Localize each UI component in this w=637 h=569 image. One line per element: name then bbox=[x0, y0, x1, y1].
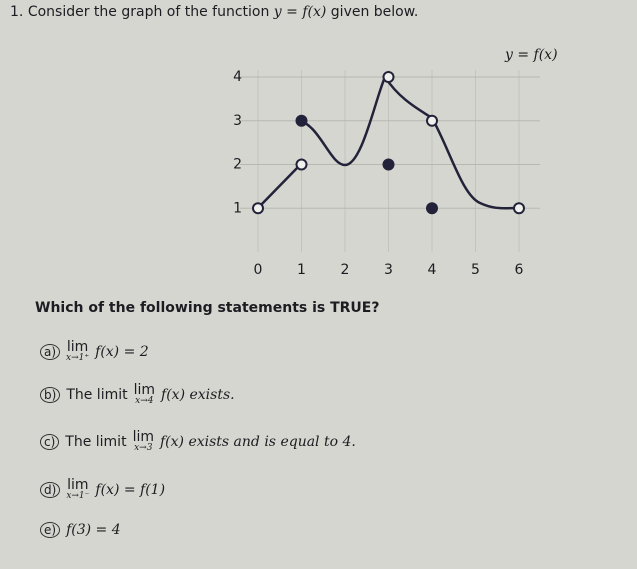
closed-point bbox=[426, 202, 438, 215]
lim-word: lim bbox=[133, 382, 156, 398]
curve-label: y = f(x) bbox=[504, 47, 558, 63]
open-point bbox=[426, 114, 438, 127]
lim-sub: x→4 bbox=[135, 396, 154, 406]
closed-point bbox=[295, 114, 308, 127]
option[interactable]: c) The limit lim x→3 f(x) exists and is equa… bbox=[40, 430, 356, 453]
prompt: Which of the following statements is TRU… bbox=[35, 300, 380, 316]
q-tail: given below. bbox=[330, 4, 419, 20]
lim-word: lim bbox=[66, 339, 89, 355]
curve-piece bbox=[297, 76, 387, 167]
limit: lim x→4 bbox=[134, 383, 155, 406]
option-expr: f(x) exists. bbox=[161, 386, 235, 403]
lim-sub: x→1⁺ bbox=[66, 353, 90, 363]
option-marker: e) bbox=[40, 522, 61, 538]
x-tick-label: 1 bbox=[297, 262, 306, 278]
option-expr: f(3) = 4 bbox=[66, 522, 121, 538]
lim-sub: x→1⁻ bbox=[66, 491, 90, 501]
curve-piece bbox=[383, 76, 433, 120]
open-point bbox=[382, 71, 395, 83]
y-tick-label: 3 bbox=[233, 113, 242, 129]
option-expr: f(x) = f(1) bbox=[95, 481, 166, 498]
y-tick-label: 4 bbox=[233, 69, 242, 85]
lim-sub: x→3 bbox=[134, 443, 153, 453]
closed-point bbox=[382, 158, 395, 171]
graph: 6 5 4 3 2 1 0 4 3 2 1 y = f(x) bbox=[233, 47, 558, 278]
option-marker: a) bbox=[40, 343, 61, 360]
limit: lim x→3 bbox=[133, 430, 154, 453]
curve-piece bbox=[257, 164, 301, 209]
y-tick-label: 1 bbox=[233, 200, 242, 216]
y-tick-label: 2 bbox=[233, 157, 242, 173]
x-tick-label: 6 bbox=[515, 262, 524, 278]
q-number: 1. bbox=[10, 4, 24, 20]
option[interactable]: a) lim x→1⁺ f(x) = 2 bbox=[40, 340, 149, 363]
x-tick-label: 3 bbox=[384, 262, 393, 278]
option-expr: f(x) exists and is equal to 4. bbox=[160, 433, 356, 450]
option[interactable]: d) lim x→1⁻ f(x) = f(1) bbox=[40, 478, 165, 501]
option-prefix: The limit bbox=[65, 433, 127, 450]
limit: lim x→1⁻ bbox=[66, 478, 89, 501]
option-expr: f(x) = 2 bbox=[95, 343, 149, 360]
open-point bbox=[252, 202, 264, 215]
q-text: Consider the graph of the function bbox=[27, 4, 270, 20]
curve bbox=[257, 76, 520, 210]
option[interactable]: e) f(3) = 4 bbox=[40, 522, 121, 538]
lim-word: lim bbox=[67, 477, 89, 493]
option-marker: d) bbox=[40, 481, 61, 498]
x-tick-label: 0 bbox=[254, 262, 263, 278]
x-tick-label: 5 bbox=[471, 262, 480, 278]
option-marker: c) bbox=[40, 433, 60, 450]
open-point bbox=[295, 158, 308, 171]
option-marker: b) bbox=[40, 386, 61, 403]
open-point bbox=[513, 202, 525, 215]
curve-piece bbox=[430, 117, 520, 210]
option-prefix: The limit bbox=[66, 386, 128, 403]
limit: lim x→1⁺ bbox=[66, 340, 89, 363]
lim-word: lim bbox=[132, 429, 154, 445]
question: 1. Consider the graph of the function y … bbox=[10, 4, 418, 20]
x-tick-label: 4 bbox=[428, 262, 437, 278]
option[interactable]: b) The limit lim x→4 f(x) exists. bbox=[40, 383, 235, 406]
q-func: y = f(x) bbox=[273, 4, 327, 20]
x-tick-label: 2 bbox=[341, 262, 350, 278]
